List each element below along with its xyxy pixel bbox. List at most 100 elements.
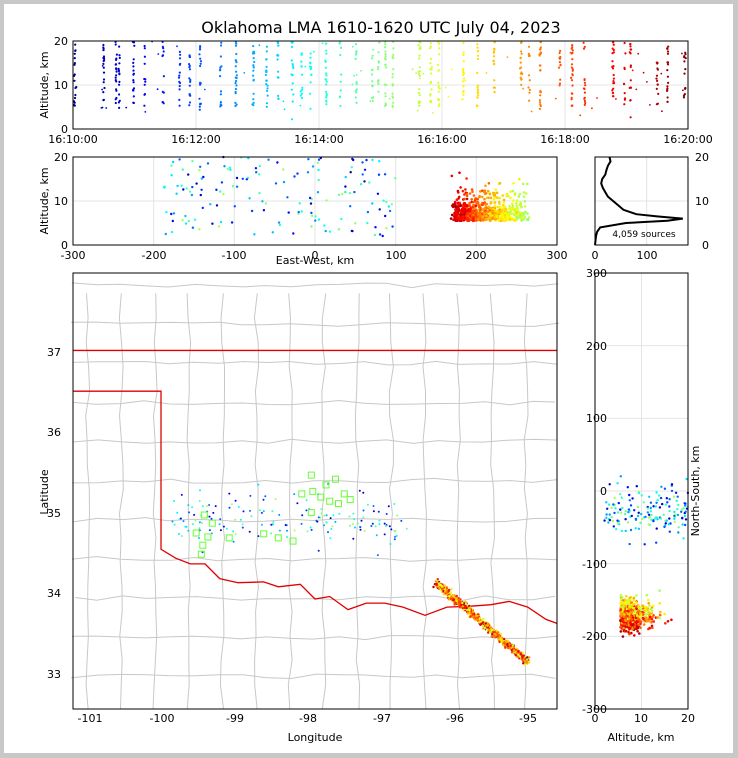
lma-source <box>666 61 670 64</box>
lma-source <box>191 185 194 189</box>
lma-source <box>230 503 233 506</box>
county-line <box>72 477 558 484</box>
lma-source <box>198 537 200 539</box>
ew-height-ytick-10: 10 <box>54 195 68 208</box>
lma-source <box>485 214 488 218</box>
lma-source <box>430 88 433 91</box>
lma-source <box>475 201 479 205</box>
lma-source <box>452 203 455 206</box>
lma-source <box>418 94 421 97</box>
lma-source <box>603 519 606 522</box>
lma-source <box>339 53 342 57</box>
lma-source <box>495 191 499 195</box>
lma-source <box>505 218 508 222</box>
lma-source <box>384 95 387 98</box>
lma-source <box>667 45 670 48</box>
lma-source <box>391 104 394 107</box>
lma-source <box>180 535 183 537</box>
lma-source <box>471 210 474 213</box>
lma-source <box>666 89 669 92</box>
lma-source <box>623 598 626 601</box>
lma-source <box>344 175 347 179</box>
lma-source <box>504 207 508 211</box>
lma-source <box>378 233 382 236</box>
lma-source <box>685 477 688 481</box>
lma-source <box>258 44 261 47</box>
lma-source <box>518 177 521 181</box>
lma-source <box>613 496 616 500</box>
lma-source <box>353 518 356 521</box>
lma-source <box>277 44 280 47</box>
lma-source <box>327 531 329 534</box>
lma-source <box>498 211 501 214</box>
lma-source <box>198 105 201 108</box>
lma-source <box>250 515 253 518</box>
lma-source <box>143 62 146 65</box>
lma-source <box>233 205 236 208</box>
lma-source <box>521 651 524 654</box>
lma-source <box>493 200 497 204</box>
lma-source <box>372 510 375 513</box>
lma-source <box>371 158 374 162</box>
lma-source <box>376 554 379 557</box>
lma-source <box>265 50 268 53</box>
lma-source <box>324 42 328 45</box>
lma-source <box>620 511 623 514</box>
lma-source <box>276 58 279 61</box>
lma-source <box>334 520 337 523</box>
lma-source <box>74 93 77 97</box>
lma-source <box>370 73 373 76</box>
lma-source <box>178 74 181 77</box>
lma-source <box>235 185 239 188</box>
lma-source <box>610 506 613 510</box>
lma-source <box>481 216 485 220</box>
lma-source <box>636 629 639 633</box>
lma-source <box>310 211 313 215</box>
lma-source <box>223 165 226 168</box>
lma-source <box>381 234 384 238</box>
lma-source <box>429 42 432 45</box>
lma-source <box>270 532 273 535</box>
lma-source <box>676 495 679 498</box>
lma-source <box>633 610 637 613</box>
lma-source <box>277 76 280 79</box>
lma-source <box>520 658 523 661</box>
lma-source <box>316 191 320 194</box>
lma-source <box>539 69 542 72</box>
lma-source <box>377 65 380 69</box>
lma-source <box>257 483 260 486</box>
lma-source <box>429 45 432 48</box>
lma-source <box>637 527 641 530</box>
lma-source <box>627 601 631 604</box>
lma-source <box>508 210 511 214</box>
lma-source <box>353 74 355 77</box>
ns-ytick-m200: -200 <box>582 630 607 643</box>
lma-source <box>459 601 462 604</box>
lma-source <box>611 60 614 63</box>
lma-source <box>629 621 632 624</box>
lma-source <box>187 529 190 532</box>
lma-source <box>649 607 652 611</box>
lma-source <box>664 522 667 525</box>
lma-source <box>538 53 542 56</box>
lma-source <box>228 166 231 169</box>
lma-source <box>506 56 509 58</box>
lma-source <box>102 59 105 63</box>
lma-source <box>527 74 531 77</box>
lma-source <box>629 615 632 618</box>
lma-source <box>683 502 686 505</box>
lma-source <box>252 79 255 82</box>
lma-source <box>277 97 280 100</box>
lma-source <box>132 69 135 72</box>
lma-source <box>115 96 118 100</box>
lma-source <box>300 96 304 100</box>
lon-tick-97: -97 <box>373 712 391 725</box>
lma-source <box>629 116 632 119</box>
lma-source <box>502 201 506 204</box>
lma-station <box>289 537 297 545</box>
time-height-frame <box>72 40 689 130</box>
lma-source <box>252 92 255 95</box>
lma-source <box>309 81 312 84</box>
lma-source <box>198 169 201 172</box>
lma-source <box>500 217 504 221</box>
